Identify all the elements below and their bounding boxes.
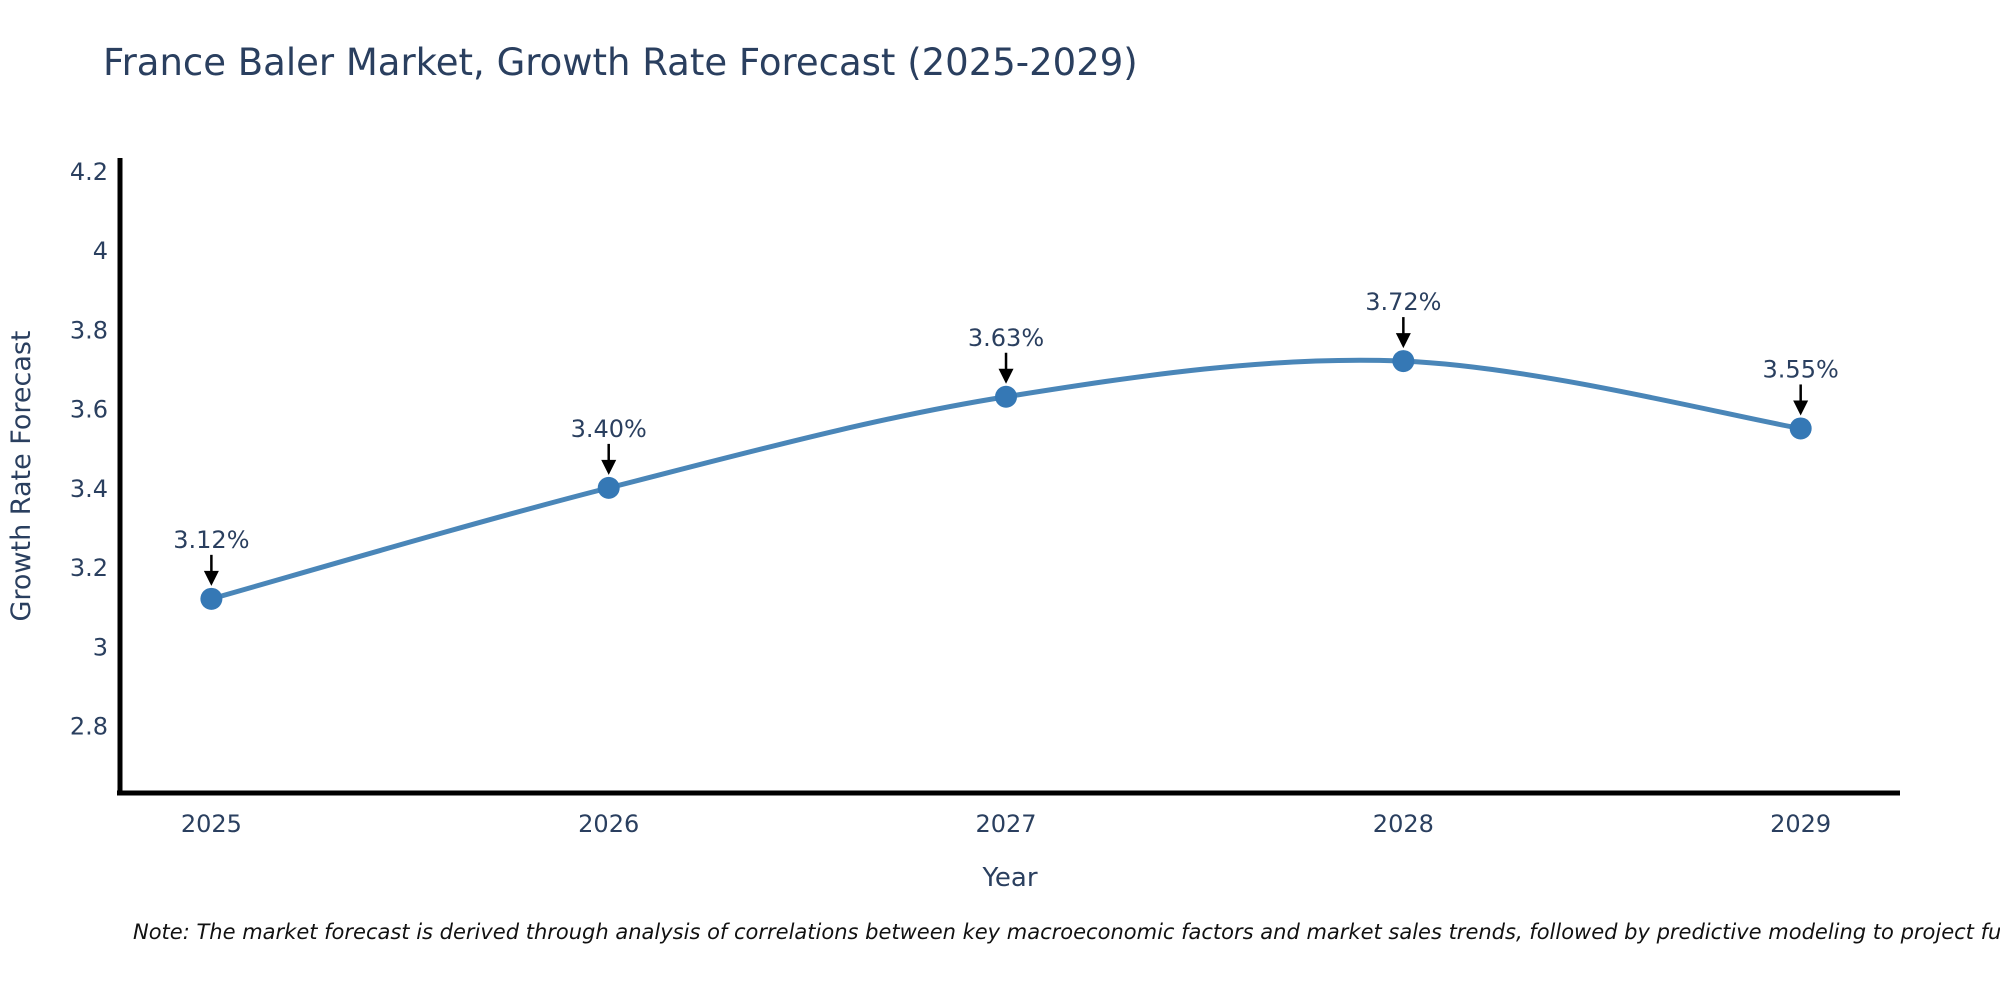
data-point-label: 3.72% [1365, 288, 1441, 316]
y-tick-label: 3.6 [70, 396, 108, 424]
data-point-label: 3.55% [1763, 355, 1839, 383]
data-point-marker [1392, 350, 1415, 373]
data-point-marker [597, 476, 620, 499]
chart-title: France Baler Market, Growth Rate Forecas… [103, 41, 1138, 84]
data-point-marker [1789, 417, 1812, 440]
point-annotations: 3.12% 3.40% 3.63% 3.72% 3.55% [173, 288, 1839, 586]
y-axis-title: Growth Rate Forecast [6, 330, 37, 621]
y-tick-label: 2.8 [70, 713, 108, 741]
y-axis-tick-labels: 2.8 3 3.2 3.4 3.6 3.8 4 4.2 [70, 158, 108, 741]
y-tick-label: 3 [93, 633, 108, 661]
data-point-label: 3.63% [968, 324, 1044, 352]
data-point-label: 3.40% [571, 415, 647, 443]
data-point-marker [995, 385, 1018, 408]
annotation-arrowhead-icon [601, 459, 617, 475]
y-tick-label: 3.2 [70, 554, 108, 582]
footnote: Note: The market forecast is derived thr… [133, 920, 2000, 944]
annotation-arrowhead-icon [998, 368, 1014, 384]
x-axis-tick-labels: 2025 2026 2027 2028 2029 [181, 810, 1831, 838]
data-point-marker [200, 587, 223, 610]
annotation-arrowhead-icon [1395, 333, 1411, 349]
x-tick-label: 2025 [181, 810, 242, 838]
annotation-arrowhead-icon [203, 570, 219, 586]
data-point-label: 3.12% [173, 526, 249, 554]
series-growth-rate [200, 350, 1812, 610]
x-axis-title: Year [981, 863, 1037, 893]
x-tick-label: 2029 [1770, 810, 1831, 838]
x-tick-label: 2028 [1373, 810, 1434, 838]
y-tick-label: 3.8 [70, 316, 108, 344]
y-tick-label: 4.2 [70, 158, 108, 186]
y-tick-label: 3.4 [70, 475, 108, 503]
annotation-arrowhead-icon [1793, 400, 1809, 416]
x-tick-label: 2026 [578, 810, 639, 838]
y-tick-label: 4 [93, 237, 108, 265]
x-tick-label: 2027 [975, 810, 1036, 838]
